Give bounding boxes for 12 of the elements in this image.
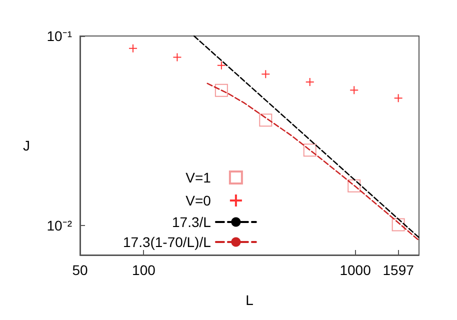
legend-label: 17.3/L: [172, 214, 212, 230]
x-tick-label: 50: [72, 262, 88, 278]
y-axis-title: J: [23, 138, 30, 154]
x-tick-label: 100: [132, 262, 156, 278]
legend-label: V=1: [186, 170, 212, 186]
x-tick-label: 1597: [382, 262, 414, 278]
y-tick-label: 10⁻²: [46, 218, 72, 234]
y-tick-label: 10⁻¹: [46, 28, 72, 44]
x-axis-title: L: [246, 292, 254, 308]
legend-label: V=0: [186, 192, 212, 208]
legend-label: 17.3(1-70/L)/L: [122, 234, 212, 250]
x-tick-label: 1000: [340, 262, 372, 278]
